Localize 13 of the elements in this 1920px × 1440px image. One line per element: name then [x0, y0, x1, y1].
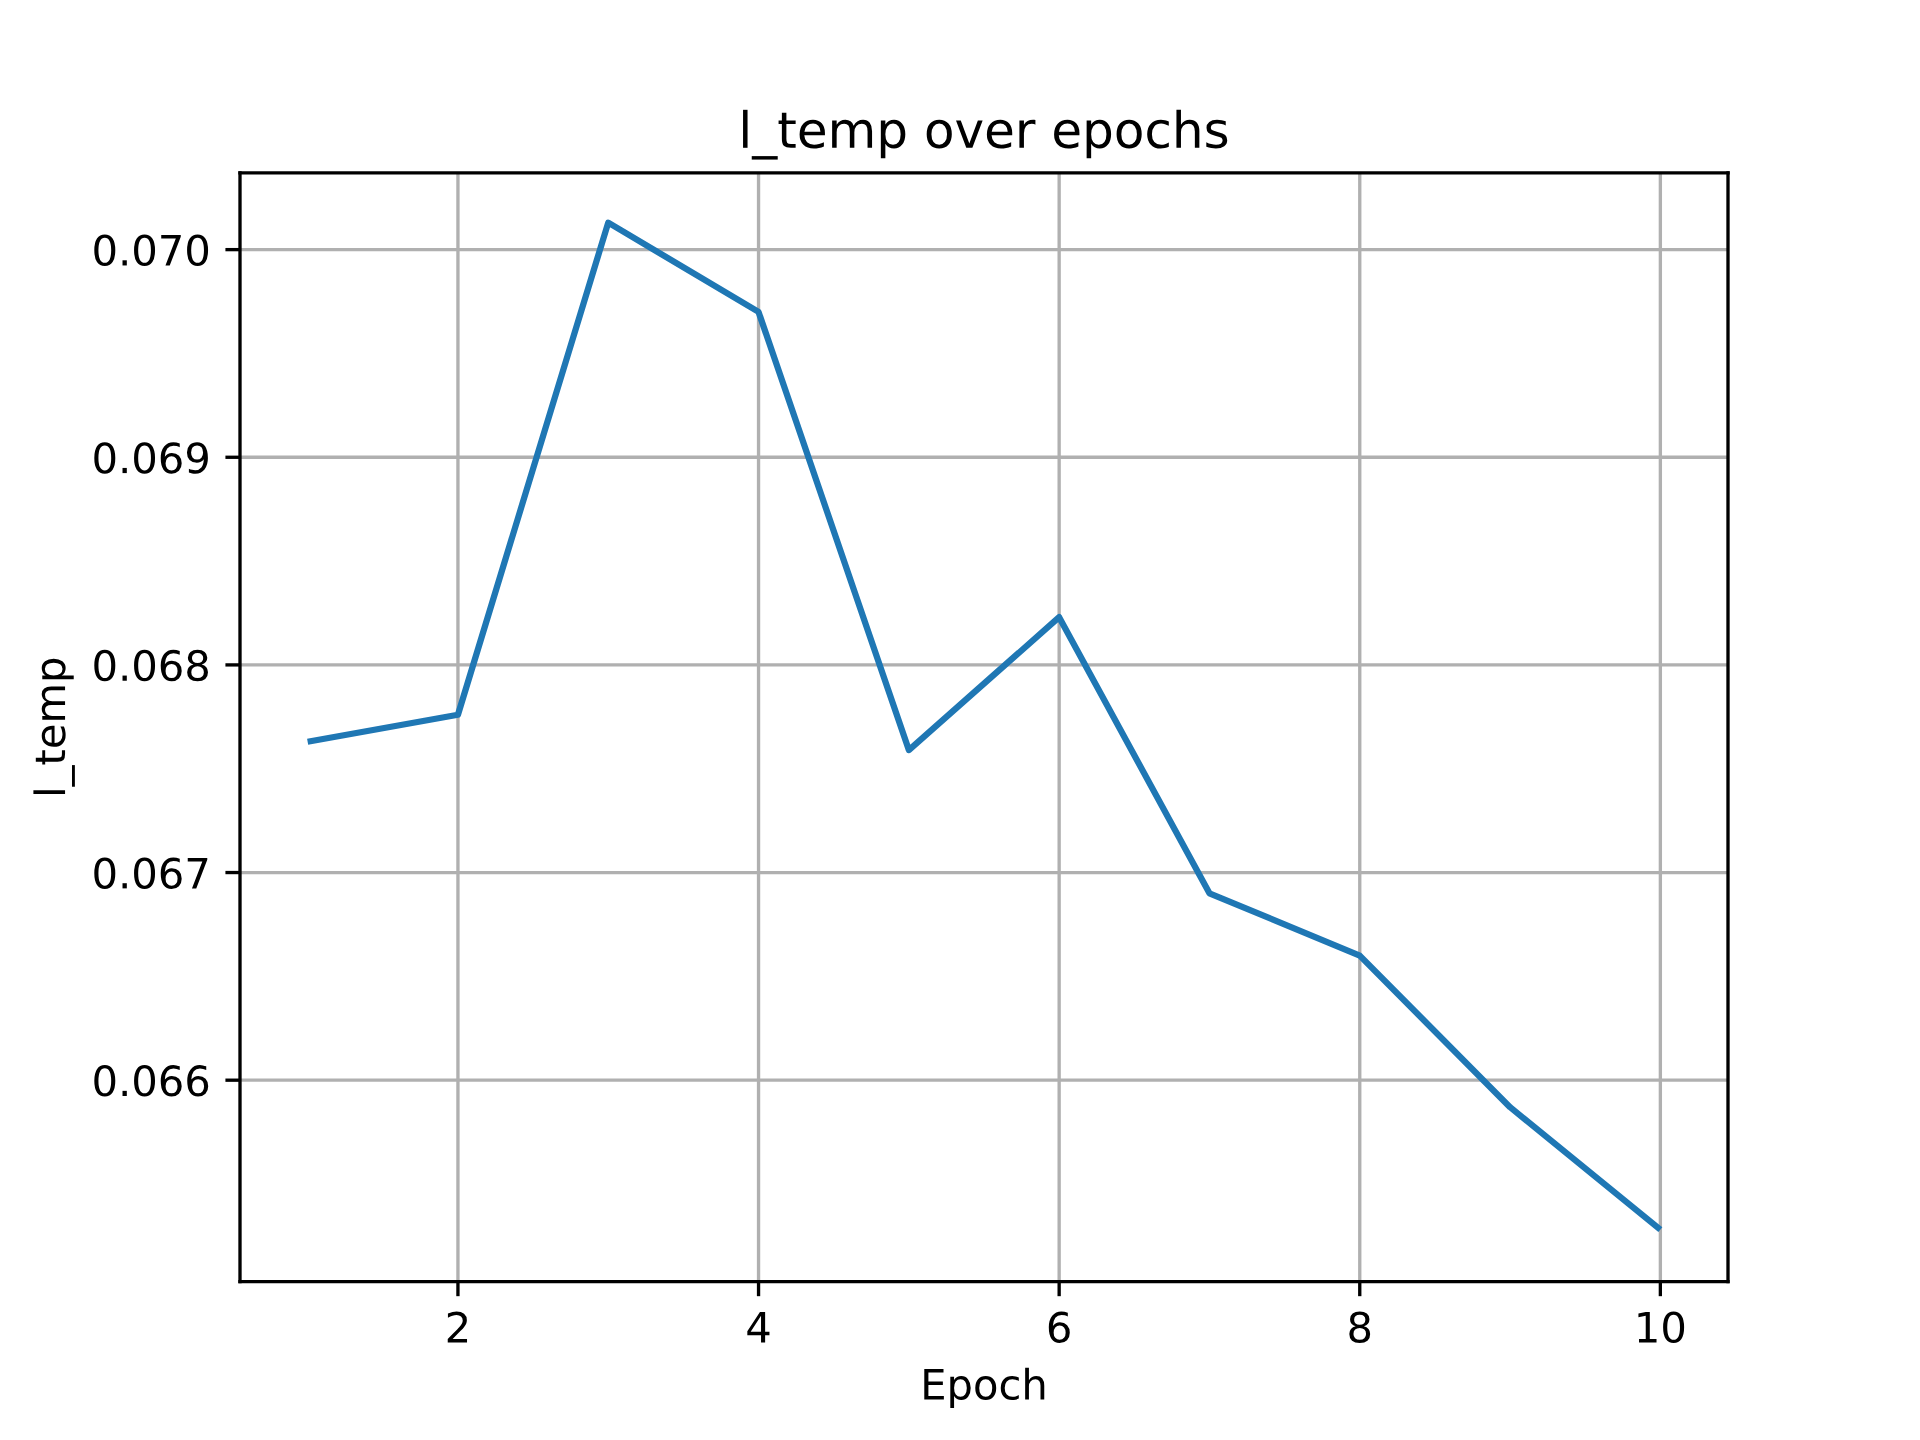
- y-tick-label: 0.068: [94, 649, 208, 682]
- y-tick-label: 0.067: [94, 857, 208, 889]
- y-tick-label: 0.070: [94, 234, 209, 267]
- x-tick-label: 6: [1048, 1311, 1070, 1344]
- x-tick-label: 4: [747, 1312, 770, 1343]
- y-axis-title: l_temp: [33, 658, 75, 794]
- x-tick-label: 10: [1638, 1311, 1685, 1344]
- x-tick-label: 2: [447, 1311, 468, 1343]
- x-axis-title: Epoch: [924, 1367, 1045, 1409]
- y-tick-label: 0.069: [94, 442, 208, 474]
- x-tick-label: 8: [1349, 1311, 1371, 1344]
- y-tick-label: 0.066: [94, 1065, 209, 1097]
- chart-title: l_temp over epochs: [743, 109, 1228, 160]
